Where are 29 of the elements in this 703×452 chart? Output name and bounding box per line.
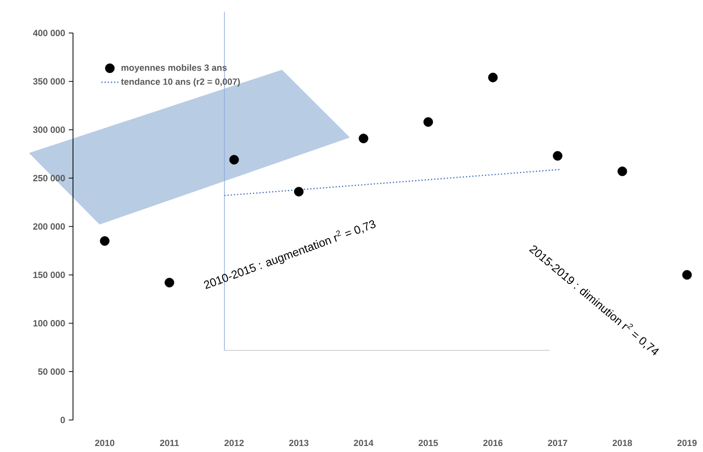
point <box>100 236 110 246</box>
y-tick-label: 150 000 <box>33 272 65 278</box>
point <box>164 278 174 288</box>
y-tick-label: 250 000 <box>33 174 65 182</box>
x-tick-label: 2017 <box>548 440 568 446</box>
x-tick-label: 2018 <box>612 440 632 446</box>
x-tick-label: 2012 <box>224 440 244 446</box>
y-tick-label: 400 000 <box>32 30 65 36</box>
point <box>552 151 562 161</box>
point <box>294 186 304 196</box>
point <box>682 270 692 280</box>
point <box>423 117 433 127</box>
point <box>488 72 498 82</box>
x-tick-label: 2010 <box>95 440 114 446</box>
y-tick-label: 0 <box>60 416 65 424</box>
x-tick-label: 2019 <box>677 440 697 446</box>
x-tick-label: 2014 <box>354 440 374 446</box>
y-tick-label: 50 000 <box>38 368 65 375</box>
y-tick-label: 350 000 <box>33 78 65 85</box>
y-tick-label: 200 000 <box>33 223 65 230</box>
point <box>229 154 239 165</box>
x-tick-label: 2011 <box>160 440 179 446</box>
point <box>618 166 628 176</box>
y-tick-label: 100 000 <box>33 320 65 326</box>
point <box>358 134 368 144</box>
y-tick-label: 300 000 <box>33 126 65 133</box>
x-tick-label: 2013 <box>289 440 308 446</box>
x-tick-label: 2015 <box>418 440 438 446</box>
x-tick-label: 2016 <box>483 440 503 446</box>
